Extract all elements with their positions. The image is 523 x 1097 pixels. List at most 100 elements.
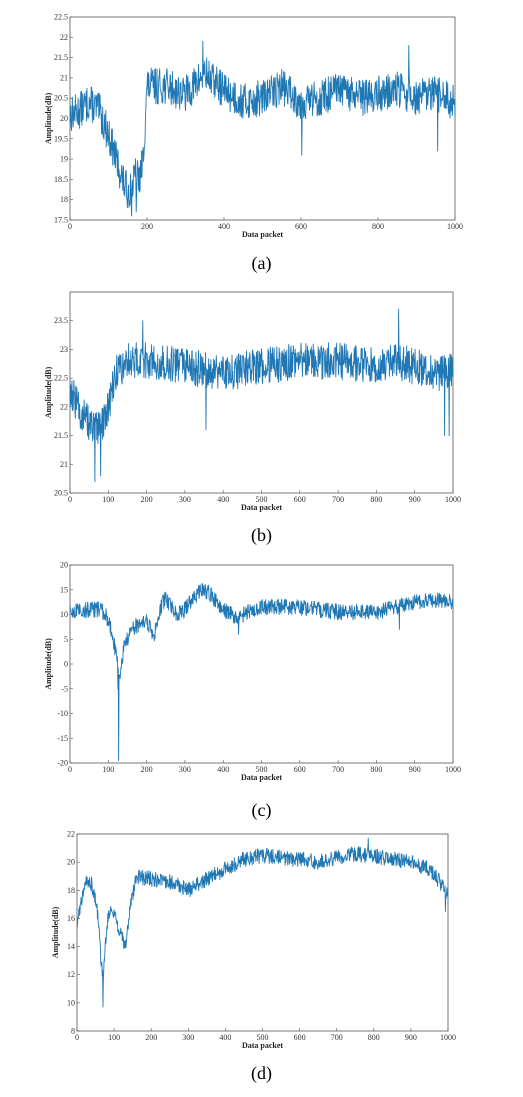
- x-tick-label: 1000: [445, 765, 461, 774]
- x-tick-label: 500: [257, 1033, 269, 1042]
- y-tick-label: 5: [64, 635, 68, 644]
- x-tick-label: 600: [295, 222, 307, 231]
- y-tick-label: 22.5: [54, 13, 68, 22]
- chart-a: 0 200 400 600 800 1000 17.5 18 18.5 19 19.5 20 20.5 2…: [44, 13, 463, 240]
- y-axis-label: Amplitude(dB): [44, 638, 53, 690]
- y-tick-label: 20: [60, 114, 68, 123]
- x-tick-label: 500: [256, 495, 268, 504]
- y-tick-label: 18: [60, 195, 68, 204]
- chart-panel-a: 0 200 400 600 800 1000 17.5 18 18.5 19 19.5 20 20.5 2…: [0, 0, 523, 278]
- y-tick-label: 23: [60, 345, 68, 354]
- x-axis-label: Data packet: [241, 773, 282, 782]
- panel-label-a: (a): [251, 253, 272, 273]
- x-axis-label: Data packet: [242, 1041, 283, 1050]
- x-tick-label: 400: [217, 765, 229, 774]
- y-tick-label: 18: [67, 886, 75, 895]
- panel-label-b: (b): [251, 525, 272, 545]
- series-line: [69, 583, 454, 761]
- x-tick-label: 200: [145, 1033, 157, 1042]
- x-tick-label: 700: [331, 1033, 343, 1042]
- y-axis-label: Amplitude(dB): [51, 906, 60, 958]
- x-tick-label: 0: [75, 1033, 79, 1042]
- x-tick-label: 400: [219, 1033, 231, 1042]
- x-tick-label: 600: [294, 495, 306, 504]
- x-tick-label: 100: [108, 1033, 120, 1042]
- plot-frame-a: [69, 16, 456, 221]
- y-tick-label: 22: [60, 33, 68, 42]
- chart-c: 0 100 200 300 400 500 600 700 800 900 1000-20-15-1…: [44, 561, 461, 783]
- y-tick-label: 21: [60, 73, 68, 82]
- x-tick-label: 700: [332, 495, 344, 504]
- series-line: [69, 40, 456, 217]
- x-tick-label: 900: [409, 765, 421, 774]
- x-axis-label: Data packet: [241, 503, 282, 512]
- y-tick-label: 21: [60, 460, 68, 469]
- y-tick-label: -10: [57, 709, 68, 718]
- x-tick-label: 100: [102, 495, 114, 504]
- series-line: [69, 308, 454, 482]
- y-tick-label: 10: [60, 610, 68, 619]
- y-tick-label: 20: [67, 858, 75, 867]
- x-tick-label: 500: [256, 765, 268, 774]
- y-tick-label: 8: [71, 1027, 75, 1036]
- y-tick-label: 22: [67, 830, 75, 839]
- y-tick-label: 22: [60, 402, 68, 411]
- x-tick-label: 1000: [445, 495, 461, 504]
- x-tick-label: 0: [68, 495, 72, 504]
- x-tick-label: 300: [179, 495, 191, 504]
- x-tick-label: 800: [368, 1033, 380, 1042]
- y-tick-label: -15: [57, 734, 68, 743]
- x-tick-label: 800: [370, 765, 382, 774]
- x-tick-label: 800: [370, 495, 382, 504]
- plot-frame-b: [69, 291, 454, 494]
- y-tick-label: 15: [60, 585, 68, 594]
- x-tick-label: 200: [141, 765, 153, 774]
- x-tick-label: 400: [218, 222, 230, 231]
- x-tick-label: 800: [372, 222, 384, 231]
- y-tick-label: 0: [64, 660, 68, 669]
- x-tick-label: 0: [68, 222, 72, 231]
- chart-panel-b: 0 100 200 300 400 500 600 700 800 900 1000 20.5 21 21…: [0, 278, 523, 550]
- chart-d: 0 100 200 300 400 500 600 700 800 900 1000 8 10 12 14 1…: [51, 830, 456, 1051]
- chart-panel-d: 0 100 200 300 400 500 600 700 800 900 1000 8 10 12 14 1…: [0, 828, 523, 1097]
- y-tick-label: 20: [60, 561, 68, 570]
- x-tick-label: 600: [294, 765, 306, 774]
- panel-label-c: (c): [251, 800, 272, 820]
- chart-b: 0 100 200 300 400 500 600 700 800 900 1000 20.5 21 21…: [44, 291, 461, 512]
- x-tick-label: 700: [332, 765, 344, 774]
- y-tick-label: 12: [67, 970, 75, 979]
- y-tick-label: 20.5: [54, 489, 68, 498]
- x-tick-label: 1000: [440, 1033, 456, 1042]
- x-tick-label: 400: [217, 495, 229, 504]
- x-tick-label: 0: [68, 765, 72, 774]
- chart-panel-c: 0 100 200 300 400 500 600 700 800 900 1000 -20 -15 -1…: [0, 550, 523, 828]
- y-tick-label: 18.5: [54, 175, 68, 184]
- y-tick-label: 10: [67, 998, 75, 1007]
- x-tick-label: 1000: [447, 222, 463, 231]
- y-tick-label: 17.5: [54, 216, 68, 225]
- y-tick-label: 23.5: [54, 316, 68, 325]
- y-tick-label: 22.5: [54, 374, 68, 383]
- x-tick-label: 900: [405, 1033, 417, 1042]
- y-tick-label: 21.5: [54, 53, 68, 62]
- x-tick-label: 200: [141, 495, 153, 504]
- y-tick-label: -20: [57, 759, 68, 768]
- y-axis-label: Amplitude(dB): [44, 366, 53, 418]
- x-tick-label: 200: [141, 222, 153, 231]
- x-tick-label: 300: [182, 1033, 194, 1042]
- y-tick-label: -5: [61, 684, 68, 693]
- x-axis-label: Data packet: [242, 230, 283, 239]
- panel-label-d: (d): [251, 1063, 272, 1083]
- y-tick-label: 19: [60, 155, 68, 164]
- x-tick-label: 600: [294, 1033, 306, 1042]
- x-tick-label: 300: [179, 765, 191, 774]
- plot-frame-c: [69, 564, 454, 764]
- y-tick-label: 14: [67, 942, 75, 951]
- series-line: [76, 837, 449, 1008]
- y-tick-label: 16: [67, 914, 75, 923]
- x-tick-label: 900: [409, 495, 421, 504]
- y-tick-label: 20.5: [54, 94, 68, 103]
- y-tick-label: 19.5: [54, 134, 68, 143]
- x-tick-label: 100: [102, 765, 114, 774]
- y-axis-label: Amplitude(dB): [44, 92, 53, 144]
